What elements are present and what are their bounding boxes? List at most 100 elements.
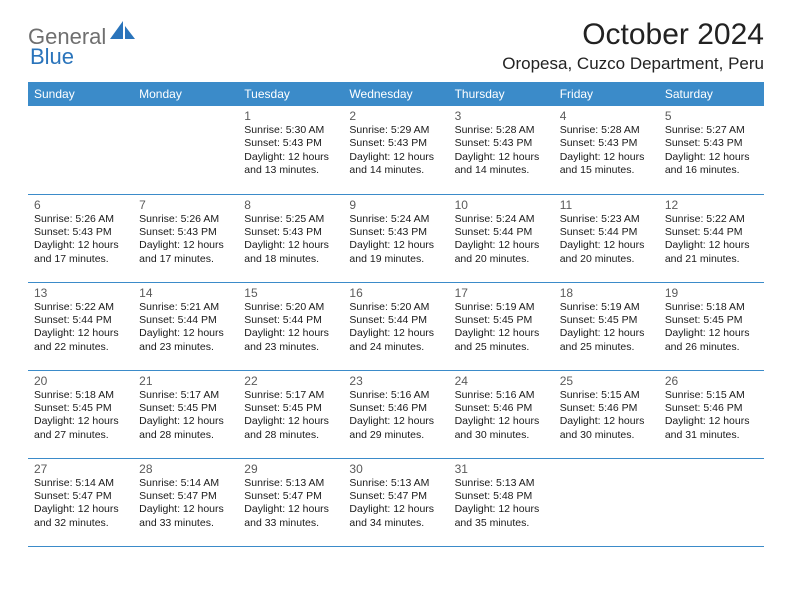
calendar-empty-cell — [133, 106, 238, 194]
day-number: 23 — [349, 374, 442, 388]
day-info: Sunrise: 5:17 AMSunset: 5:45 PMDaylight:… — [244, 389, 337, 443]
calendar-day-cell: 14Sunrise: 5:21 AMSunset: 5:44 PMDayligh… — [133, 282, 238, 370]
day-info: Sunrise: 5:28 AMSunset: 5:43 PMDaylight:… — [560, 124, 653, 178]
calendar-table: Sunday Monday Tuesday Wednesday Thursday… — [28, 82, 764, 547]
day-info: Sunrise: 5:19 AMSunset: 5:45 PMDaylight:… — [455, 301, 548, 355]
calendar-day-cell: 24Sunrise: 5:16 AMSunset: 5:46 PMDayligh… — [449, 370, 554, 458]
calendar-day-cell: 5Sunrise: 5:27 AMSunset: 5:43 PMDaylight… — [659, 106, 764, 194]
calendar-week-row: 13Sunrise: 5:22 AMSunset: 5:44 PMDayligh… — [28, 282, 764, 370]
calendar-day-cell: 25Sunrise: 5:15 AMSunset: 5:46 PMDayligh… — [554, 370, 659, 458]
day-number: 21 — [139, 374, 232, 388]
calendar-day-cell: 31Sunrise: 5:13 AMSunset: 5:48 PMDayligh… — [449, 458, 554, 546]
day-number: 7 — [139, 198, 232, 212]
calendar-day-cell: 29Sunrise: 5:13 AMSunset: 5:47 PMDayligh… — [238, 458, 343, 546]
day-number: 6 — [34, 198, 127, 212]
day-info: Sunrise: 5:22 AMSunset: 5:44 PMDaylight:… — [665, 213, 758, 267]
dow-header-row: Sunday Monday Tuesday Wednesday Thursday… — [28, 82, 764, 106]
day-info: Sunrise: 5:14 AMSunset: 5:47 PMDaylight:… — [34, 477, 127, 531]
header: General October 2024 Oropesa, Cuzco Depa… — [28, 18, 764, 74]
location-subtitle: Oropesa, Cuzco Department, Peru — [502, 54, 764, 74]
day-info: Sunrise: 5:23 AMSunset: 5:44 PMDaylight:… — [560, 213, 653, 267]
day-number: 5 — [665, 109, 758, 123]
title-block: October 2024 Oropesa, Cuzco Department, … — [502, 18, 764, 74]
calendar-day-cell: 1Sunrise: 5:30 AMSunset: 5:43 PMDaylight… — [238, 106, 343, 194]
dow-sunday: Sunday — [28, 82, 133, 106]
calendar-empty-cell — [659, 458, 764, 546]
day-number: 8 — [244, 198, 337, 212]
calendar-day-cell: 17Sunrise: 5:19 AMSunset: 5:45 PMDayligh… — [449, 282, 554, 370]
day-number: 15 — [244, 286, 337, 300]
brand-part2: Blue — [30, 44, 74, 69]
day-info: Sunrise: 5:14 AMSunset: 5:47 PMDaylight:… — [139, 477, 232, 531]
day-info: Sunrise: 5:25 AMSunset: 5:43 PMDaylight:… — [244, 213, 337, 267]
dow-saturday: Saturday — [659, 82, 764, 106]
calendar-day-cell: 2Sunrise: 5:29 AMSunset: 5:43 PMDaylight… — [343, 106, 448, 194]
calendar-page: General October 2024 Oropesa, Cuzco Depa… — [0, 0, 792, 565]
day-number: 26 — [665, 374, 758, 388]
day-info: Sunrise: 5:16 AMSunset: 5:46 PMDaylight:… — [349, 389, 442, 443]
day-number: 13 — [34, 286, 127, 300]
calendar-day-cell: 8Sunrise: 5:25 AMSunset: 5:43 PMDaylight… — [238, 194, 343, 282]
day-info: Sunrise: 5:24 AMSunset: 5:43 PMDaylight:… — [349, 213, 442, 267]
calendar-day-cell: 16Sunrise: 5:20 AMSunset: 5:44 PMDayligh… — [343, 282, 448, 370]
day-info: Sunrise: 5:17 AMSunset: 5:45 PMDaylight:… — [139, 389, 232, 443]
calendar-day-cell: 12Sunrise: 5:22 AMSunset: 5:44 PMDayligh… — [659, 194, 764, 282]
calendar-empty-cell — [554, 458, 659, 546]
calendar-day-cell: 3Sunrise: 5:28 AMSunset: 5:43 PMDaylight… — [449, 106, 554, 194]
day-info: Sunrise: 5:27 AMSunset: 5:43 PMDaylight:… — [665, 124, 758, 178]
calendar-day-cell: 20Sunrise: 5:18 AMSunset: 5:45 PMDayligh… — [28, 370, 133, 458]
day-number: 19 — [665, 286, 758, 300]
day-info: Sunrise: 5:13 AMSunset: 5:47 PMDaylight:… — [349, 477, 442, 531]
month-title: October 2024 — [502, 18, 764, 52]
day-info: Sunrise: 5:20 AMSunset: 5:44 PMDaylight:… — [349, 301, 442, 355]
day-number: 27 — [34, 462, 127, 476]
calendar-day-cell: 11Sunrise: 5:23 AMSunset: 5:44 PMDayligh… — [554, 194, 659, 282]
day-number: 31 — [455, 462, 548, 476]
dow-friday: Friday — [554, 82, 659, 106]
day-number: 20 — [34, 374, 127, 388]
day-number: 14 — [139, 286, 232, 300]
calendar-week-row: 20Sunrise: 5:18 AMSunset: 5:45 PMDayligh… — [28, 370, 764, 458]
day-number: 1 — [244, 109, 337, 123]
day-info: Sunrise: 5:22 AMSunset: 5:44 PMDaylight:… — [34, 301, 127, 355]
calendar-week-row: 6 Sunrise: 5:26 AMSunset: 5:43 PMDaylight… — [28, 194, 764, 282]
day-info: Sunrise: 5:28 AMSunset: 5:43 PMDaylight:… — [455, 124, 548, 178]
calendar-day-cell: 9Sunrise: 5:24 AMSunset: 5:43 PMDaylight… — [343, 194, 448, 282]
calendar-week-row: 27Sunrise: 5:14 AMSunset: 5:47 PMDayligh… — [28, 458, 764, 546]
calendar-week-row: 1Sunrise: 5:30 AMSunset: 5:43 PMDaylight… — [28, 106, 764, 194]
dow-monday: Monday — [133, 82, 238, 106]
day-number: 3 — [455, 109, 548, 123]
day-info: Sunrise: 5:21 AMSunset: 5:44 PMDaylight:… — [139, 301, 232, 355]
day-number: 18 — [560, 286, 653, 300]
day-number: 12 — [665, 198, 758, 212]
day-info: Sunrise: 5:20 AMSunset: 5:44 PMDaylight:… — [244, 301, 337, 355]
day-number: 28 — [139, 462, 232, 476]
calendar-empty-cell — [28, 106, 133, 194]
day-number: 4 — [560, 109, 653, 123]
calendar-day-cell: 15Sunrise: 5:20 AMSunset: 5:44 PMDayligh… — [238, 282, 343, 370]
day-info: Sunrise: 5:18 AMSunset: 5:45 PMDaylight:… — [34, 389, 127, 443]
calendar-day-cell: 23Sunrise: 5:16 AMSunset: 5:46 PMDayligh… — [343, 370, 448, 458]
day-number: 11 — [560, 198, 653, 212]
day-info: Sunrise: 5:26 AMSunset: 5:43 PMDaylight:… — [139, 213, 232, 267]
day-info: Sunrise: 5:13 AMSunset: 5:47 PMDaylight:… — [244, 477, 337, 531]
day-number: 9 — [349, 198, 442, 212]
day-info: Sunrise: 5:29 AMSunset: 5:43 PMDaylight:… — [349, 124, 442, 178]
day-info: Sunrise: 5:18 AMSunset: 5:45 PMDaylight:… — [665, 301, 758, 355]
day-info: Sunrise: 5:19 AMSunset: 5:45 PMDaylight:… — [560, 301, 653, 355]
day-number: 25 — [560, 374, 653, 388]
day-info: Sunrise: 5:30 AMSunset: 5:43 PMDaylight:… — [244, 124, 337, 178]
calendar-day-cell: 27Sunrise: 5:14 AMSunset: 5:47 PMDayligh… — [28, 458, 133, 546]
dow-thursday: Thursday — [449, 82, 554, 106]
day-number: 17 — [455, 286, 548, 300]
day-info: Sunrise: 5:13 AMSunset: 5:48 PMDaylight:… — [455, 477, 548, 531]
day-number: 2 — [349, 109, 442, 123]
calendar-day-cell: 13Sunrise: 5:22 AMSunset: 5:44 PMDayligh… — [28, 282, 133, 370]
calendar-day-cell: 10Sunrise: 5:24 AMSunset: 5:44 PMDayligh… — [449, 194, 554, 282]
day-number: 22 — [244, 374, 337, 388]
day-number: 24 — [455, 374, 548, 388]
day-info: Sunrise: 5:15 AMSunset: 5:46 PMDaylight:… — [560, 389, 653, 443]
day-number: 30 — [349, 462, 442, 476]
calendar-day-cell: 18Sunrise: 5:19 AMSunset: 5:45 PMDayligh… — [554, 282, 659, 370]
calendar-day-cell: 4Sunrise: 5:28 AMSunset: 5:43 PMDaylight… — [554, 106, 659, 194]
